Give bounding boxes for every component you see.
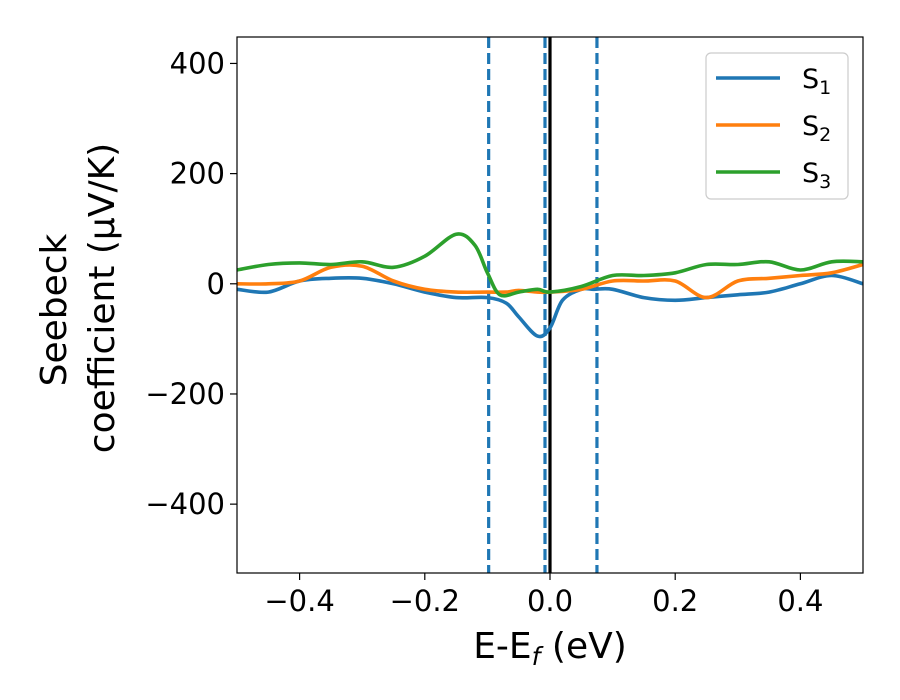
y-tick-label: 400 bbox=[170, 46, 225, 80]
x-axis: −0.4 −0.2 0.0 0.2 0.4 bbox=[264, 573, 823, 618]
legend-label-s1: S1 bbox=[802, 64, 831, 99]
y-tick-label: 0 bbox=[207, 267, 225, 301]
legend-label-subscript: 3 bbox=[819, 171, 831, 193]
y-tick-label: 200 bbox=[170, 157, 225, 191]
y-tick-label: −200 bbox=[145, 377, 225, 411]
x-axis-title-unit: (eV) bbox=[540, 626, 626, 667]
vertical-reference-lines bbox=[487, 37, 599, 573]
x-tick-label: −0.4 bbox=[264, 584, 334, 618]
y-tick-label: −400 bbox=[145, 487, 225, 521]
x-tick-label: 0.0 bbox=[527, 584, 573, 618]
series-line-s3 bbox=[237, 232, 863, 298]
y-axis-title-line2: coefficient (μV/K) bbox=[82, 143, 123, 453]
legend-label-main: S bbox=[802, 64, 819, 95]
x-tick-label: 0.4 bbox=[777, 584, 823, 618]
legend-label-s3: S3 bbox=[802, 158, 831, 193]
series-line-s1 bbox=[237, 273, 863, 339]
legend-label-main: S bbox=[802, 158, 819, 189]
legend-label-subscript: 2 bbox=[819, 124, 831, 146]
legend-label-main: S bbox=[802, 111, 819, 142]
x-axis-title-main: E-E bbox=[473, 626, 531, 667]
series-layer bbox=[237, 232, 863, 339]
series-line-s2 bbox=[237, 262, 863, 300]
y-axis-title-line1: Seebeck bbox=[34, 233, 75, 386]
y-axis: 400 200 0 −200 −400 bbox=[145, 46, 237, 521]
legend-label-s2: S2 bbox=[802, 111, 831, 146]
x-tick-label: 0.2 bbox=[652, 584, 698, 618]
x-tick-label: −0.2 bbox=[390, 584, 460, 618]
legend-label-subscript: 1 bbox=[819, 77, 831, 99]
x-axis-title: E-Ef (eV) bbox=[473, 626, 627, 671]
